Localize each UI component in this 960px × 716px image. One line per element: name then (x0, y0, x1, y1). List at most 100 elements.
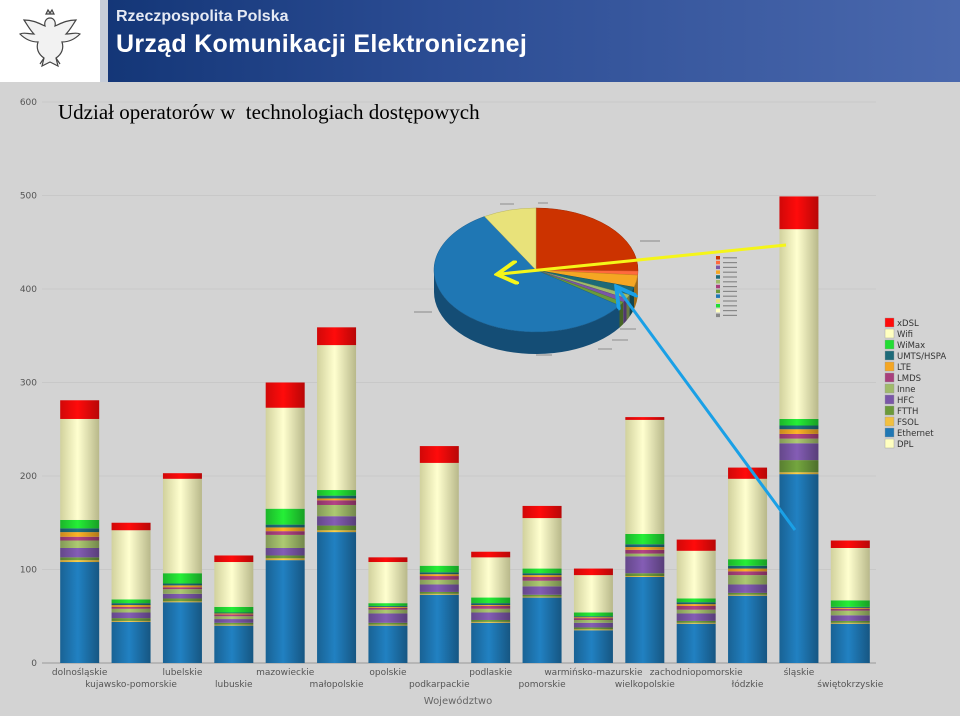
bar-segment (162, 593, 202, 599)
bar-segment (522, 594, 562, 597)
bar-segment (779, 472, 819, 475)
bar-segment (471, 597, 511, 604)
bar-segment (728, 571, 768, 576)
stacked-bars (60, 196, 870, 663)
bar-segment (522, 575, 562, 577)
bar-segment (676, 598, 716, 603)
bar-stack (162, 473, 202, 663)
bar-segment (265, 555, 305, 559)
bar-segment (573, 630, 613, 663)
bar-segment (368, 622, 408, 625)
bar-stack (728, 467, 768, 663)
bar-segment (522, 573, 562, 576)
y-tick-label: 100 (20, 566, 37, 576)
bar-segment (419, 594, 459, 663)
bar-segment (830, 547, 870, 601)
pie-side (619, 302, 624, 328)
bar-segment (317, 530, 357, 533)
bar-segment (471, 557, 511, 598)
bar-segment (60, 557, 100, 561)
x-tick-label: podlaskie (469, 668, 512, 678)
bar-segment (214, 614, 254, 617)
bar-segment (265, 527, 305, 532)
bar-segment (676, 623, 716, 663)
bar-segment (265, 534, 305, 548)
x-tick-label: lubelskie (162, 668, 202, 678)
bar-segment (522, 597, 562, 663)
bar-segment (265, 508, 305, 525)
pie-legend-swatch (716, 284, 720, 289)
bar-segment (471, 619, 511, 622)
y-tick-label: 500 (20, 192, 37, 202)
legend-swatch (884, 438, 895, 449)
bar-segment (676, 605, 716, 610)
bar-segment (625, 417, 665, 420)
legend-swatch (884, 383, 895, 394)
bar-segment (419, 584, 459, 592)
pie-legend-swatch (716, 260, 720, 265)
x-tick-label: opolskie (369, 668, 407, 678)
pie-slice (433, 216, 620, 333)
bar-segment (60, 562, 100, 663)
bar-segment (779, 429, 819, 434)
slide-title: Udział operatorów w technologiach dostęp… (58, 100, 480, 124)
bar-segment (317, 327, 357, 346)
legend-label: xDSL (897, 319, 919, 329)
bar-stack (779, 196, 819, 663)
bar-segment (419, 565, 459, 573)
bar-segment (214, 613, 254, 615)
bar-segment (265, 531, 305, 535)
pie-slice (484, 207, 537, 271)
bar-segment (625, 576, 665, 577)
bar-segment (214, 622, 254, 625)
x-tick-label: wielkopolskie (615, 680, 675, 690)
bar-segment (368, 605, 408, 607)
bar-segment (779, 425, 819, 430)
legend-label: LTE (897, 363, 911, 373)
bar-segment (214, 562, 254, 607)
bar-segment (419, 593, 459, 595)
legend-label: FSOL (897, 418, 919, 428)
bar-segment (60, 547, 100, 558)
bar-segment (830, 606, 870, 608)
bar-stack (573, 568, 613, 663)
bar-stack (676, 539, 716, 663)
x-tick-label: mazowieckie (256, 668, 315, 678)
bar-segment (625, 547, 665, 550)
bar-segment (522, 568, 562, 574)
bar-segment (265, 558, 305, 561)
y-tick-label: 300 (20, 379, 37, 389)
legend-label: FTTH (897, 407, 918, 417)
bar-segment (111, 606, 151, 609)
pie-legend-swatch (716, 304, 720, 308)
pie-legend-swatch (716, 313, 720, 318)
bar-segment (728, 594, 768, 596)
bar-segment (522, 518, 562, 569)
bar-segment (830, 615, 870, 621)
x-tick-label: pomorskie (518, 680, 566, 690)
bar-segment (676, 609, 716, 614)
bar-segment (830, 623, 870, 663)
bar-segment (111, 618, 151, 621)
bar-segment (625, 573, 665, 577)
legend: xDSLWifiWiMaxUMTS/HSPALTELMDSInneHFCFTTH… (884, 317, 946, 450)
bar-segment (368, 625, 408, 663)
y-tick-label: 200 (20, 472, 37, 482)
bar-segment (60, 560, 100, 563)
pie-legend-swatch (716, 256, 720, 260)
bar-segment (265, 547, 305, 556)
bar-segment (625, 533, 665, 545)
bar-segment (779, 474, 819, 663)
pie-legend-swatch (716, 299, 720, 303)
bar-stack (419, 446, 459, 663)
x-tick-label: świętokrzyskie (817, 679, 883, 690)
bar-segment (265, 524, 305, 528)
bar-segment (214, 619, 254, 623)
bar-stack (522, 505, 562, 663)
bar-segment (317, 490, 357, 496)
bar-segment (419, 572, 459, 575)
y-tick-label: 400 (20, 285, 37, 295)
bar-segment (162, 478, 202, 574)
bar-segment (317, 345, 357, 491)
bar-segment (625, 553, 665, 557)
